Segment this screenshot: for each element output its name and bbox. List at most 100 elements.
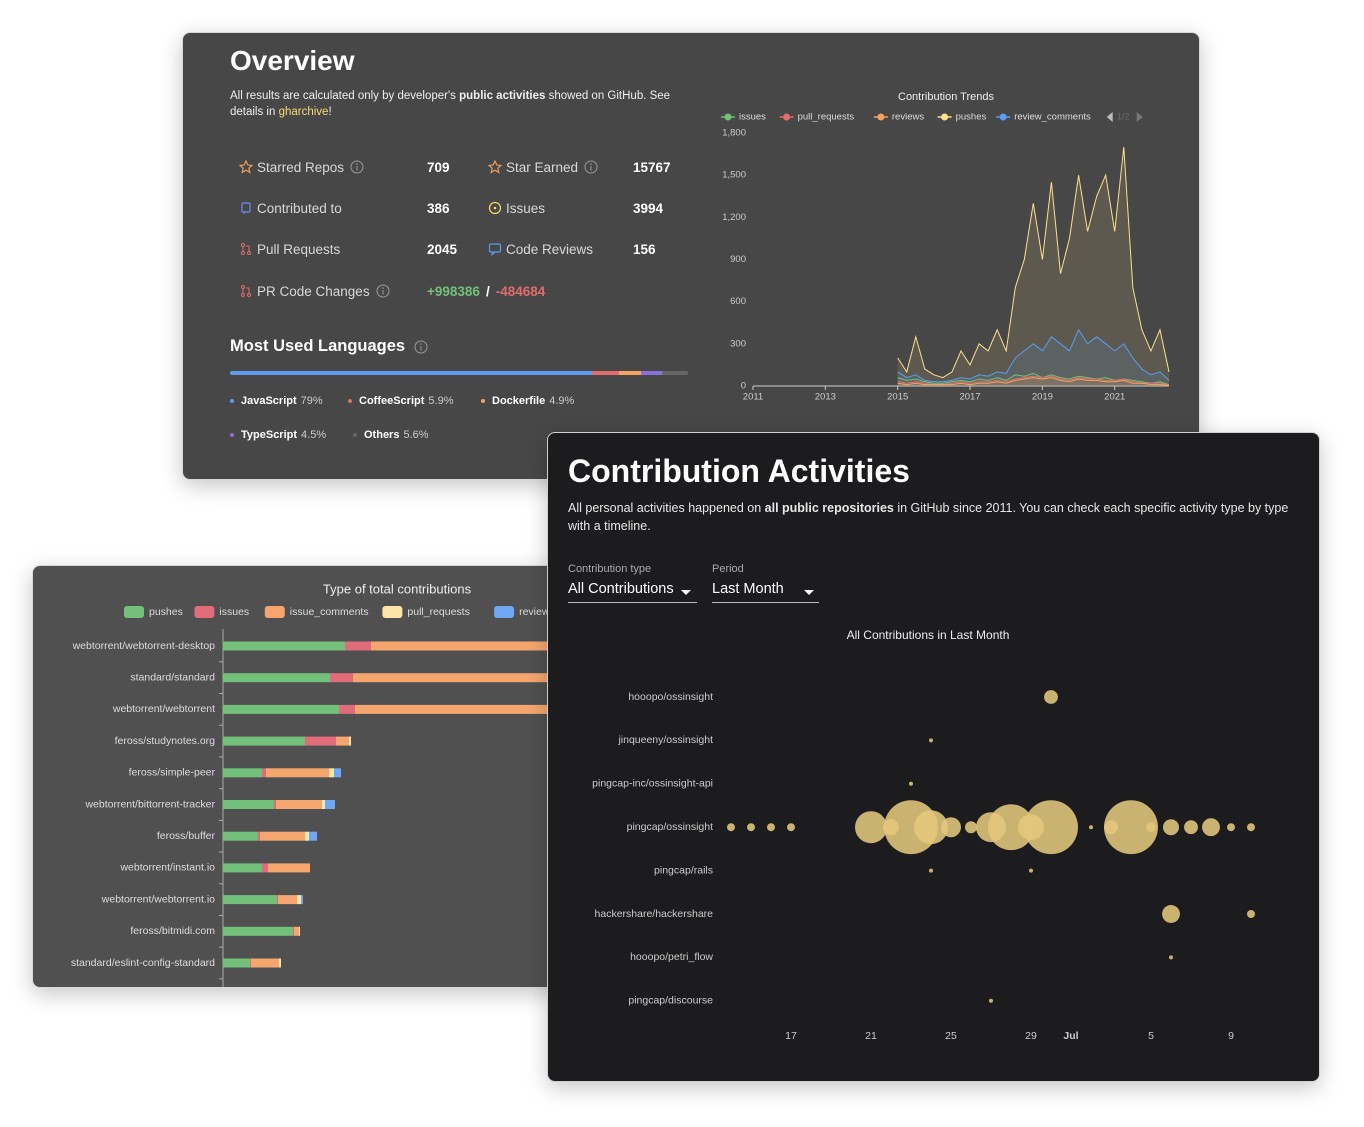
bar-segment: [223, 895, 277, 905]
stat-label: Code Reviews: [506, 241, 594, 257]
x-tick-label: 21: [865, 1030, 877, 1042]
stat-icon: [239, 242, 253, 256]
stat-value: 2045: [427, 241, 458, 257]
contribution-types-card: Type of total contributions pushes issues i…: [32, 565, 632, 988]
legend-dot: [481, 399, 485, 403]
separator: /: [485, 283, 490, 299]
select-period[interactable]: Period Last Month: [712, 563, 819, 603]
language-share: 4.5%: [301, 429, 327, 441]
bar-segment: [330, 673, 353, 683]
bubble: [855, 811, 887, 844]
stat-label-row: Contributed to: [239, 198, 342, 218]
chart-title: All Contributions in Last Month: [847, 628, 1010, 642]
y-tick-label: pingcap-inc/ossinsight-api: [592, 778, 713, 790]
language-segment: [618, 371, 642, 375]
language-legend-item: TypeScript 4.5%: [230, 425, 326, 445]
legend-dot: [353, 433, 357, 437]
icon: [487, 159, 503, 174]
stat-value-row: 709: [427, 157, 450, 177]
legend-label: pull_requests: [798, 112, 855, 123]
icon: [241, 285, 251, 297]
language-name: JavaScript: [241, 395, 297, 407]
stat-value: 15767: [633, 159, 671, 175]
bar-segment: [309, 831, 317, 841]
legend-item: pull_requests: [779, 112, 855, 123]
bar-segment: [262, 768, 266, 778]
bubble: [1184, 820, 1198, 835]
x-tick-label: 2011: [743, 392, 763, 403]
bar-segment: [262, 863, 268, 873]
bar-segment: [223, 768, 262, 778]
bar-segment: [322, 800, 325, 809]
stat-icon: [238, 159, 254, 174]
icon: [488, 243, 502, 257]
x-tick-label: 2015: [887, 392, 908, 403]
stat-icon: [239, 201, 253, 215]
bar-segment: [334, 768, 341, 778]
bar-segment: [345, 641, 371, 651]
dropdown-arrow: [681, 590, 691, 595]
language-legend-item: JavaScript 79%: [230, 391, 323, 411]
stat-label: Starred Repos: [257, 159, 345, 175]
bubble: [1089, 825, 1093, 830]
language-segment: [230, 371, 592, 375]
language-share: 4.9%: [549, 395, 575, 407]
bar-segment: [355, 704, 631, 714]
stat-label-row: Pull Requests: [239, 239, 340, 259]
y-tick-label: 1,200: [722, 212, 746, 223]
series-area: [897, 329, 1169, 386]
overview-card: Overview All results are calculated only…: [182, 32, 1200, 480]
stat-value: 709: [427, 159, 450, 175]
bubble: [1202, 818, 1220, 837]
bubble: [909, 781, 913, 786]
series-line: [897, 147, 1170, 379]
stat-value-row: 386: [427, 198, 450, 218]
bar-segment: [276, 800, 322, 809]
bubble: [965, 821, 977, 834]
stat-label: Pull Requests: [257, 241, 341, 257]
legend-prev: [1106, 112, 1113, 122]
x-tick-label: 5: [1148, 1030, 1154, 1042]
bubble: [1227, 823, 1235, 832]
language-share: 5.6%: [403, 429, 429, 441]
bubble: [1169, 955, 1173, 960]
select-type[interactable]: Contribution type All Contributions: [568, 563, 697, 603]
chart-title: Contribution Trends: [898, 91, 994, 103]
bubble: [914, 810, 948, 845]
text: All personal activities happened on: [568, 501, 765, 515]
x-tick-label: 2021: [1104, 392, 1125, 403]
bubble: [747, 823, 755, 832]
language-name: CoffeeScript: [359, 395, 425, 407]
language-bar: [230, 371, 688, 375]
language-name: Dockerfile: [492, 395, 546, 407]
language-share: 5.9%: [428, 395, 454, 407]
activities-description: All personal activities happened on all …: [568, 499, 1298, 535]
legend-label: pull_requests: [407, 606, 469, 618]
bar-segment: [279, 958, 281, 968]
legend-item: reviews: [873, 112, 924, 123]
x-tick-label: 2017: [959, 392, 980, 403]
legend-label: reviews: [519, 606, 555, 618]
bubble: [1247, 910, 1255, 918]
stat-label: PR Code Changes: [257, 283, 370, 299]
bar-segment: [266, 768, 329, 778]
y-tick-label: webtorrent/instant.io: [119, 862, 215, 874]
y-tick-label: feross/bitmidi.com: [130, 925, 215, 937]
language-name: TypeScript: [241, 429, 298, 441]
bubble: [929, 868, 933, 873]
text: all public repositories: [764, 501, 894, 515]
y-tick-label: webtorrent/bittorrent-tracker: [84, 798, 215, 810]
legend-marker: [724, 113, 732, 121]
languages-title-row: Most Used Languages: [230, 337, 428, 356]
legend-dot: [230, 433, 234, 437]
bar-segment: [223, 926, 293, 936]
stat-icon: [239, 284, 253, 298]
stat-value: 156: [633, 241, 656, 257]
bubble: [1146, 822, 1156, 833]
language-segment: [641, 371, 662, 375]
stat-value-row: +998386 / -484684: [427, 281, 545, 301]
info-icon: [376, 284, 390, 298]
select-value: Last Month: [712, 581, 784, 597]
icon: [238, 159, 254, 174]
link[interactable]: gharchive: [278, 106, 329, 118]
